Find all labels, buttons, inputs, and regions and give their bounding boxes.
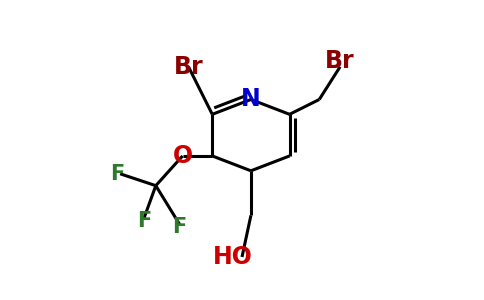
Text: F: F — [110, 164, 124, 184]
Text: N: N — [241, 88, 261, 112]
Text: F: F — [137, 211, 151, 231]
Text: O: O — [172, 144, 193, 168]
Text: Br: Br — [174, 55, 203, 79]
Text: F: F — [172, 217, 187, 237]
Text: Br: Br — [325, 49, 355, 73]
Text: HO: HO — [213, 245, 253, 269]
